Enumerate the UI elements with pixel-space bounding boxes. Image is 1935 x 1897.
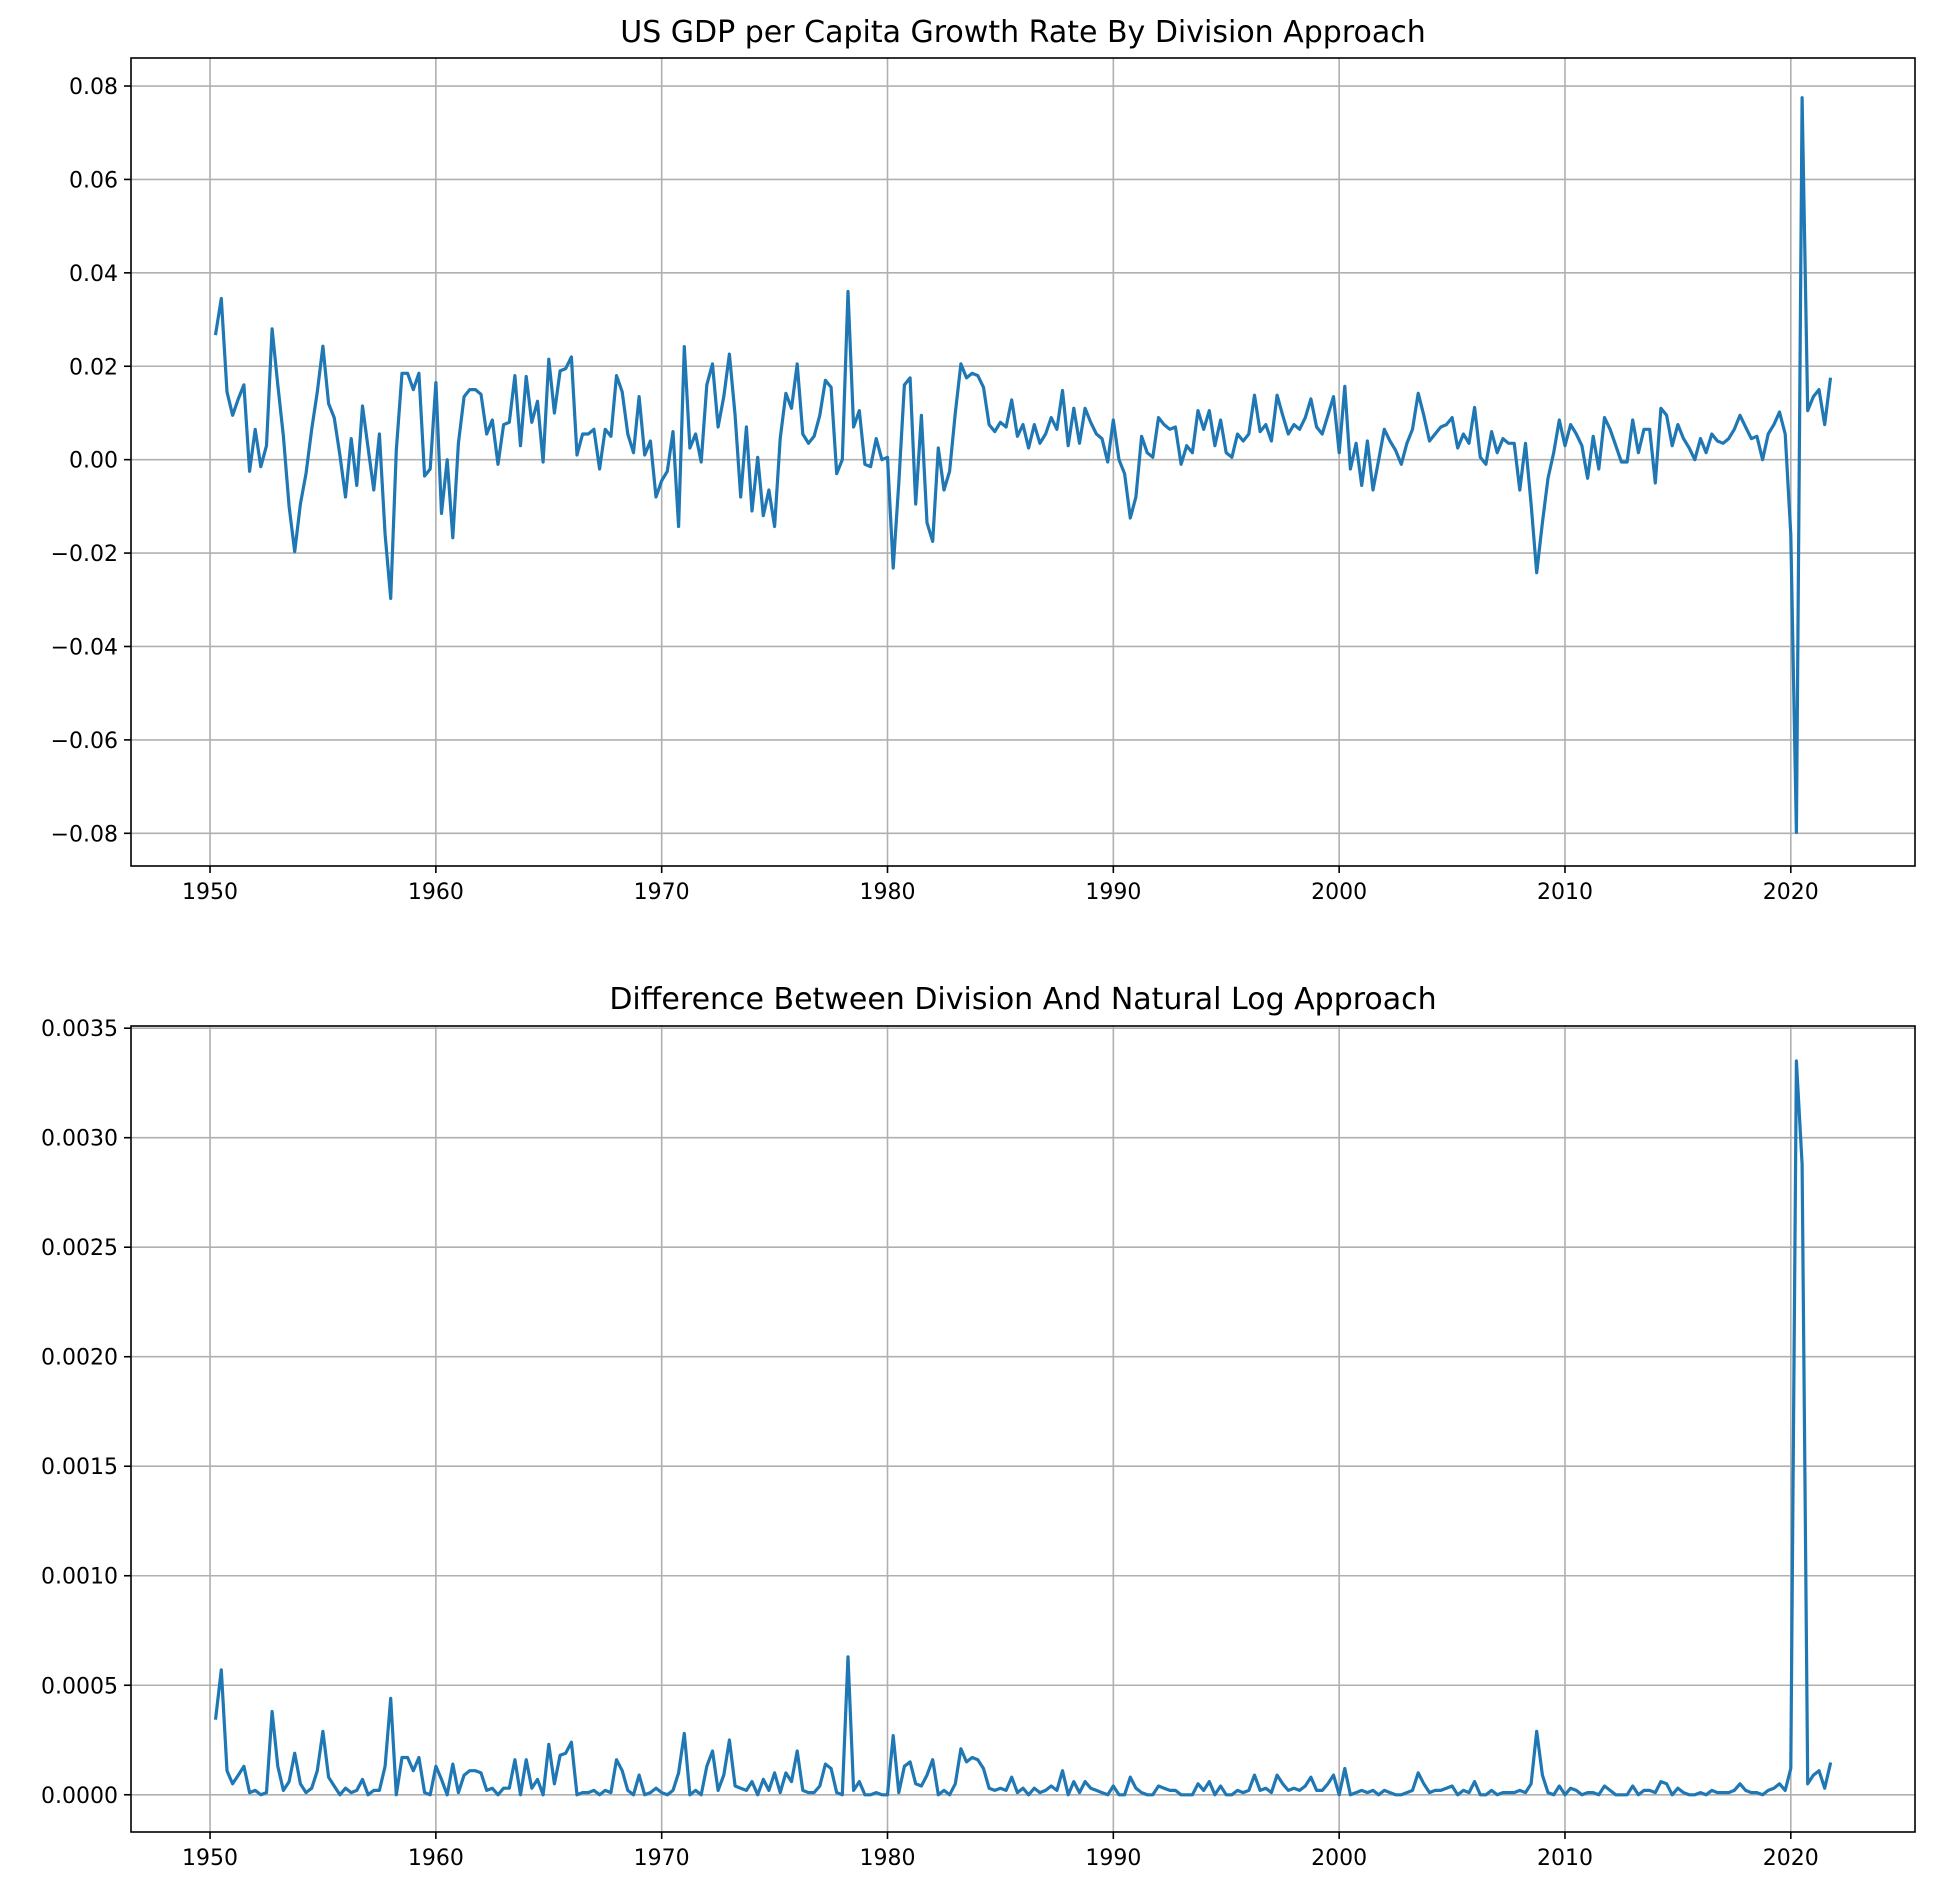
x-tick-label: 1980 — [860, 1846, 916, 1871]
plot-frame — [130, 57, 1916, 867]
growth-rate-chart: US GDP per Capita Growth Rate By Divisio… — [51, 15, 1916, 905]
y-tick-label: −0.08 — [51, 822, 118, 847]
y-tick-label: 0.0030 — [41, 1127, 118, 1152]
x-tick-label: 1950 — [182, 880, 238, 905]
axes: 1950 1960 1970 1980 1990 2000 2010 2020 0.0000 0.… — [41, 1017, 1916, 1871]
x-tick-label: 2000 — [1311, 1846, 1367, 1871]
x-tick-label: 2000 — [1311, 880, 1367, 905]
series-layer — [213, 96, 1833, 835]
axes: 1950 1960 1970 1980 1990 2000 2010 2020 −0.08 −0.… — [51, 57, 1916, 905]
series-layer — [213, 1059, 1833, 1797]
x-tick-label: 2020 — [1763, 1846, 1819, 1871]
y-tick-label: 0.0010 — [41, 1565, 118, 1590]
x-tick-label: 1970 — [634, 1846, 690, 1871]
x-tick-label: 1980 — [860, 880, 916, 905]
chart-title: Difference Between Division And Natural … — [609, 982, 1436, 1017]
y-tick-label: −0.04 — [51, 635, 118, 660]
series-line — [213, 96, 1833, 835]
y-tick-label: −0.02 — [51, 542, 118, 567]
gridlines — [131, 58, 1915, 866]
y-tick-label: 0.0025 — [41, 1236, 118, 1261]
plot-frame — [130, 1025, 1916, 1833]
y-tick-label: 0.04 — [69, 262, 118, 287]
x-tick-label: 1970 — [634, 880, 690, 905]
y-tick-label: 0.02 — [69, 355, 118, 380]
gridlines — [131, 1026, 1915, 1832]
x-tick-label: 2010 — [1537, 1846, 1593, 1871]
y-tick-label: 0.0000 — [41, 1784, 118, 1809]
difference-chart: Difference Between Division And Natural … — [41, 982, 1916, 1871]
x-tick-label: 2010 — [1537, 880, 1593, 905]
y-tick-label: −0.06 — [51, 729, 118, 754]
series-line — [213, 1059, 1833, 1797]
x-tick-label: 1950 — [182, 1846, 238, 1871]
y-tick-label: 0.08 — [69, 75, 118, 100]
chart-title: US GDP per Capita Growth Rate By Divisio… — [620, 15, 1426, 50]
x-tick-label: 1960 — [408, 1846, 464, 1871]
x-tick-label: 2020 — [1763, 880, 1819, 905]
y-tick-label: 0.0035 — [41, 1017, 118, 1042]
y-tick-label: 0.0020 — [41, 1346, 118, 1371]
y-tick-label: 0.0005 — [41, 1674, 118, 1699]
x-tick-label: 1960 — [408, 880, 464, 905]
y-tick-label: 0.0015 — [41, 1455, 118, 1480]
y-tick-label: 0.00 — [69, 449, 118, 474]
x-tick-label: 1990 — [1085, 1846, 1141, 1871]
y-tick-label: 0.06 — [69, 168, 118, 193]
x-tick-label: 1990 — [1085, 880, 1141, 905]
